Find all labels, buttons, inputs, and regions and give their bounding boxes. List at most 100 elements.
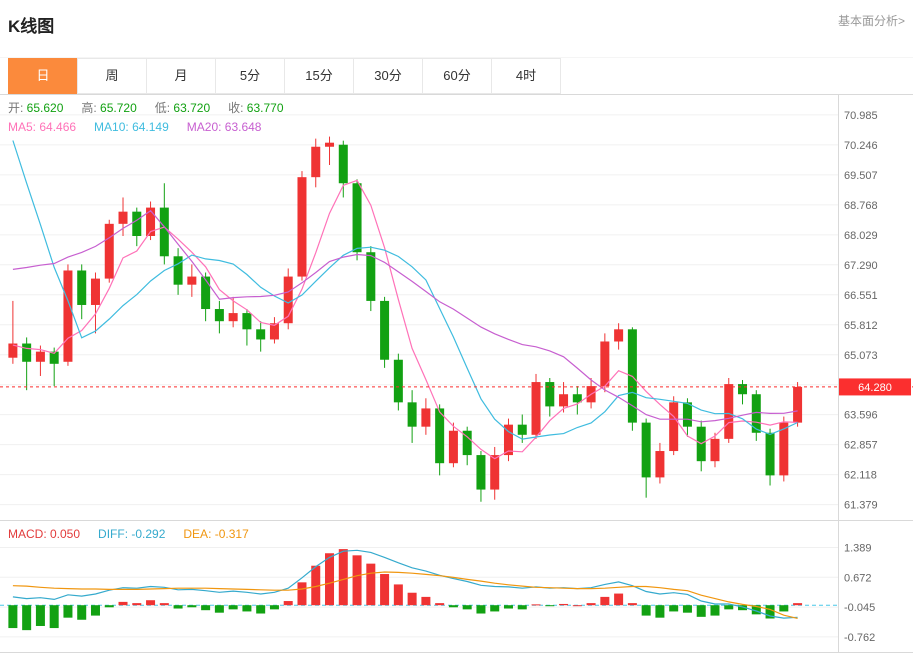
macd-bar (765, 605, 775, 619)
macd-bar (366, 563, 376, 606)
macd-bar (132, 603, 142, 606)
candle-body (793, 386, 803, 423)
macd-bar (407, 592, 417, 606)
y-axis-label: 68.029 (844, 230, 878, 242)
header: K线图 基本面分析> (0, 0, 913, 58)
tab-4时[interactable]: 4时 (491, 58, 561, 94)
tab-60分[interactable]: 60分 (422, 58, 492, 94)
y-axis-label: 62.118 (844, 470, 877, 482)
candle-body (641, 422, 651, 478)
tab-30分[interactable]: 30分 (353, 58, 423, 94)
candle-body (256, 329, 266, 340)
diff-line (12, 549, 798, 619)
candle-body (476, 455, 486, 490)
candle-body (421, 408, 431, 427)
candle-body (490, 455, 500, 490)
macd-bar (462, 605, 472, 610)
macd-bar (682, 605, 692, 613)
ma5-line (12, 179, 798, 460)
macd-info-bar: MACD: 0.050 DIFF: -0.292 DEA: -0.317 (8, 527, 249, 541)
candle-body (655, 451, 665, 478)
macd-bar (655, 605, 665, 618)
y-axis-label: 65.812 (844, 320, 878, 332)
info-item: MA5: 64.466 (8, 120, 77, 134)
macd-axis-label: -0.762 (844, 632, 875, 644)
macd-bar (586, 603, 596, 606)
candle-body (724, 384, 734, 439)
macd-bar (448, 605, 458, 608)
macd-axis-label: 0.672 (844, 572, 872, 584)
macd-axis-label: -0.045 (844, 602, 875, 614)
candle-body (531, 382, 541, 435)
info-item: DEA: -0.317 (183, 527, 249, 541)
tab-周[interactable]: 周 (77, 58, 147, 94)
y-axis-label: 67.290 (844, 260, 878, 272)
macd-bar (22, 605, 32, 631)
info-item: 高: 65.720 (81, 101, 137, 115)
candle-body (338, 144, 348, 184)
y-axis-label: 65.073 (844, 350, 878, 362)
y-axis-label: 68.768 (844, 200, 878, 212)
macd-bar (8, 605, 18, 629)
candle-body (63, 270, 73, 362)
macd-bar (77, 605, 87, 620)
candle-body (187, 276, 197, 285)
fundamental-analysis-link[interactable]: 基本面分析> (837, 14, 905, 28)
macd-bar (228, 605, 238, 610)
candle-body (503, 424, 513, 456)
candle-body (779, 422, 789, 476)
macd-bar (214, 605, 224, 613)
macd-bar (517, 605, 527, 610)
candle-body (462, 430, 472, 456)
last-price-label: 64.280 (858, 382, 892, 394)
macd-bar (242, 605, 252, 612)
macd-bar (627, 603, 637, 606)
candle-body (297, 177, 307, 277)
candle-body (682, 402, 692, 427)
tab-15分[interactable]: 15分 (284, 58, 354, 94)
macd-bar (696, 605, 706, 617)
candle-body (545, 382, 555, 407)
ma-info-bar: MA5: 64.466 MA10: 64.149 MA20: 63.648 (8, 120, 261, 134)
macd-bar (49, 605, 59, 629)
candle-body (22, 343, 32, 362)
macd-bar (187, 605, 197, 608)
macd-bar (710, 605, 720, 616)
macd-bar (572, 605, 582, 607)
kline-chart[interactable]: 70.985 70.246 69.507 68.768 68.029 67.290 66.5… (0, 94, 913, 654)
y-axis-label: 66.551 (844, 290, 878, 302)
macd-bar (490, 605, 500, 612)
tab-5分[interactable]: 5分 (215, 58, 285, 94)
y-axis-label: 69.507 (844, 170, 878, 182)
candle-body (201, 276, 211, 310)
macd-bar (90, 605, 100, 616)
ohlc-info-bar: 开: 65.620 高: 65.720 低: 63.720 收: 63.770 (8, 99, 284, 116)
candle-body (77, 270, 87, 305)
macd-bar (724, 605, 734, 610)
candle-body (710, 438, 720, 462)
info-item: 开: 65.620 (8, 101, 64, 115)
tab-日[interactable]: 日 (8, 58, 78, 94)
macd-bar (173, 605, 183, 609)
candle-body (751, 394, 761, 433)
candle-body (393, 359, 403, 403)
macd-bar (146, 600, 156, 606)
candle-body (352, 183, 362, 253)
candle-body (159, 207, 169, 257)
candle-body (559, 394, 569, 407)
candle-body (448, 430, 458, 464)
tab-月[interactable]: 月 (146, 58, 216, 94)
macd-bar (641, 605, 651, 616)
macd-bar (435, 603, 445, 606)
macd-bar (104, 605, 114, 608)
info-item: 收: 63.770 (228, 101, 284, 115)
macd-bar (118, 601, 128, 606)
candle-body (242, 313, 252, 330)
chart-canvas[interactable]: 70.985 70.246 69.507 68.768 68.029 67.290 66.5… (0, 94, 913, 654)
candle-body (269, 323, 279, 340)
macd-bar (600, 596, 610, 606)
macd-bar (297, 582, 307, 606)
candle-body (173, 256, 183, 285)
candle-body (380, 300, 390, 360)
